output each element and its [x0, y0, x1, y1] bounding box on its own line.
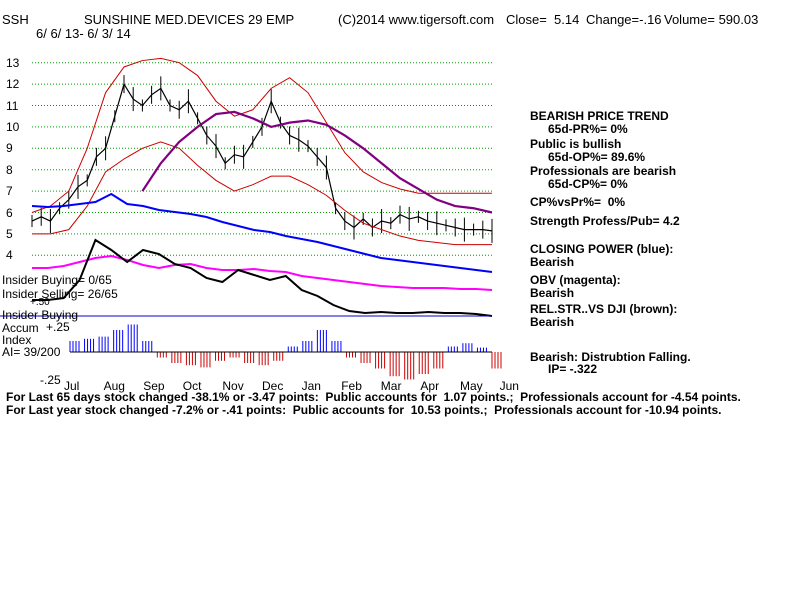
- footer-line-year: For Last year stock changed -7.2% or -.4…: [6, 403, 722, 417]
- pr-value: 65d-PR%= 0%: [548, 122, 628, 136]
- upper-band-series: [31, 57, 492, 213]
- plus25-label: +.25: [46, 320, 70, 334]
- x-tick-label: Jun: [499, 379, 519, 393]
- relstr-label: REL.STR..VS DJI (brown):: [530, 302, 678, 316]
- y-tick-label: 8: [6, 162, 13, 177]
- closing-power-value: Bearish: [530, 255, 575, 269]
- relstr-value: Bearish: [530, 315, 575, 329]
- x-tick-label: Jul: [64, 379, 80, 393]
- index-label: Index: [2, 333, 32, 347]
- y-tick-label: 7: [6, 184, 13, 199]
- price-change: Change=-.16: [586, 12, 662, 27]
- minus25-label: -.25: [40, 373, 61, 387]
- date-range: 6/ 6/ 13- 6/ 3/ 14: [36, 26, 131, 41]
- x-tick-label: Sep: [143, 379, 165, 393]
- relstr-line: [32, 238, 493, 317]
- cp-value: 65d-CP%= 0%: [548, 177, 628, 191]
- obv-line: [32, 254, 493, 291]
- ticker-symbol: SSH: [2, 12, 29, 27]
- x-tick-label: Nov: [222, 379, 244, 393]
- strength-value: Strength Profess/Pub= 4.2: [530, 214, 680, 228]
- x-tick-label: Mar: [380, 379, 402, 393]
- footer-line-65d: For Last 65 days stock changed -38.1% or…: [6, 390, 741, 404]
- trend-title: BEARISH PRICE TREND: [530, 109, 669, 123]
- x-tick-label: Dec: [262, 379, 284, 393]
- accum-dist-label: Bearish: Distrubtion Falling.: [530, 350, 691, 364]
- accum-label: Accum: [2, 321, 39, 335]
- copyright: (C)2014 www.tigersoft.com: [338, 12, 495, 27]
- company-name: SUNSHINE MED.DEVICES 29 EMP: [84, 12, 295, 27]
- closing-power-label: CLOSING POWER (blue):: [530, 242, 674, 256]
- y-tick-label: 9: [6, 141, 13, 156]
- x-tick-label: May: [460, 379, 483, 393]
- plus50-label: +.50: [30, 297, 50, 308]
- x-tick-label: Aug: [103, 379, 125, 393]
- ip-value: IP= -.322: [548, 362, 598, 376]
- closing-power-line: [31, 192, 493, 273]
- y-tick-label: 12: [6, 77, 20, 92]
- op-value: 65d-OP%= 89.6%: [548, 150, 646, 164]
- y-tick-label: 4: [6, 248, 13, 263]
- insider-buying-label: Insider Buying: [2, 308, 79, 322]
- professionals-label: Professionals are bearish: [530, 164, 677, 178]
- insider-buying-ratio: Insider Buying= 0/65: [2, 273, 112, 287]
- y-tick-label: 10: [6, 119, 20, 134]
- obv-value: Bearish: [530, 286, 575, 300]
- lower-band-series: [32, 141, 492, 246]
- y-tick-label: 11: [6, 98, 19, 113]
- x-tick-label: Jan: [301, 379, 321, 393]
- insider-selling-ratio: Insider Selling= 26/65: [2, 287, 118, 301]
- y-tick-label: 5: [6, 226, 13, 241]
- x-tick-label: Feb: [341, 379, 362, 393]
- public-label: Public is bullish: [530, 137, 622, 151]
- x-tick-label: Apr: [420, 379, 440, 393]
- obv-label: OBV (magenta):: [530, 273, 621, 287]
- close-price: Close= 5.14: [506, 12, 580, 27]
- y-tick-label: 13: [6, 55, 20, 70]
- cpvspr-value: CP%vsPr%= 0%: [530, 195, 626, 209]
- moving-average-series: [141, 110, 493, 214]
- volume: Volume= 590.03: [664, 12, 759, 27]
- ai-label: AI= 39/200: [2, 345, 61, 359]
- x-tick-label: Oct: [182, 379, 202, 393]
- y-tick-label: 6: [6, 205, 13, 220]
